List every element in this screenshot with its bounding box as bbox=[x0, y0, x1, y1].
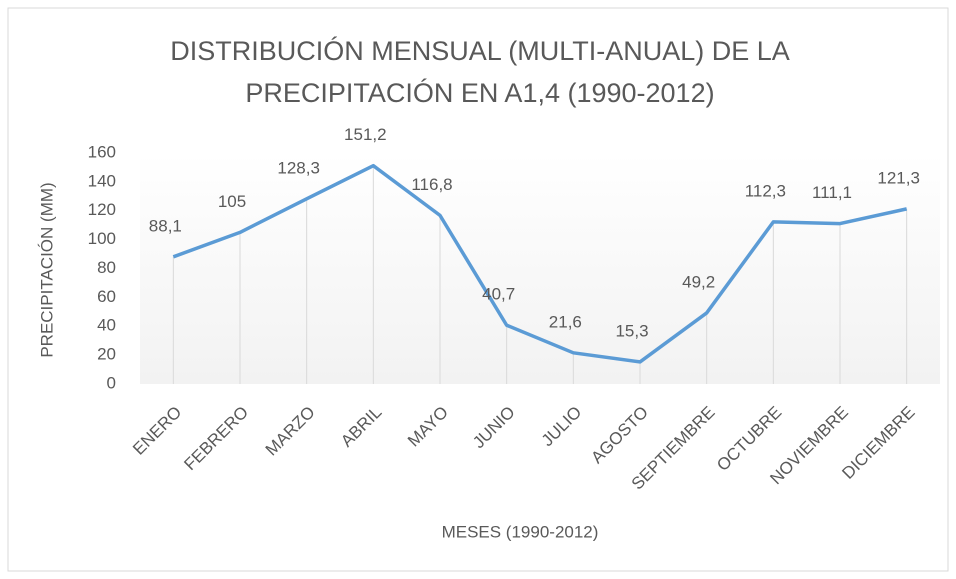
data-label: 116,8 bbox=[411, 175, 452, 194]
y-tick-label: 100 bbox=[88, 229, 116, 248]
x-tick-label: MAYO bbox=[404, 403, 452, 451]
chart-border bbox=[7, 7, 949, 572]
y-axis-title: PRECIPITACIÓN (MM) bbox=[37, 182, 56, 357]
x-axis-title: MESES (1990-2012) bbox=[442, 522, 599, 541]
y-tick-label: 0 bbox=[107, 373, 116, 392]
data-label: 105 bbox=[218, 192, 246, 211]
y-tick-label: 40 bbox=[97, 316, 116, 335]
data-label: 112,3 bbox=[745, 181, 786, 200]
data-label: 121,3 bbox=[877, 168, 920, 187]
data-label: 49,2 bbox=[682, 272, 715, 291]
x-tick-label: ABRIL bbox=[337, 403, 385, 451]
series-line bbox=[172, 163, 908, 364]
y-tick-label: 20 bbox=[97, 345, 116, 364]
y-tick-label: 160 bbox=[88, 142, 116, 161]
y-tick-label: 80 bbox=[97, 258, 116, 277]
data-label: 40,7 bbox=[482, 285, 515, 304]
data-label: 128,3 bbox=[277, 158, 320, 177]
y-tick-label: 120 bbox=[88, 200, 116, 219]
x-tick-label: ENERO bbox=[129, 403, 185, 459]
x-tick-label: JUNIO bbox=[469, 403, 518, 452]
x-tick-label: FEBRERO bbox=[180, 403, 252, 475]
y-tick-label: 140 bbox=[88, 171, 116, 190]
data-label: 111,1 bbox=[812, 183, 852, 202]
x-tick-label: AGOSTO bbox=[587, 403, 652, 468]
data-label: 15,3 bbox=[615, 321, 648, 340]
data-label: 88,1 bbox=[149, 216, 182, 235]
y-tick-label: 60 bbox=[97, 287, 116, 306]
x-tick-label: JULIO bbox=[538, 403, 586, 451]
x-tick-label: OCTUBRE bbox=[713, 403, 785, 475]
data-label: 21,6 bbox=[549, 312, 582, 331]
x-tick-label: MARZO bbox=[262, 403, 319, 460]
data-label: 151,2 bbox=[344, 125, 387, 144]
chart-title: DISTRIBUCIÓN MENSUAL (MULTI-ANUAL) DE LA… bbox=[170, 36, 790, 108]
plot-area bbox=[140, 153, 940, 384]
